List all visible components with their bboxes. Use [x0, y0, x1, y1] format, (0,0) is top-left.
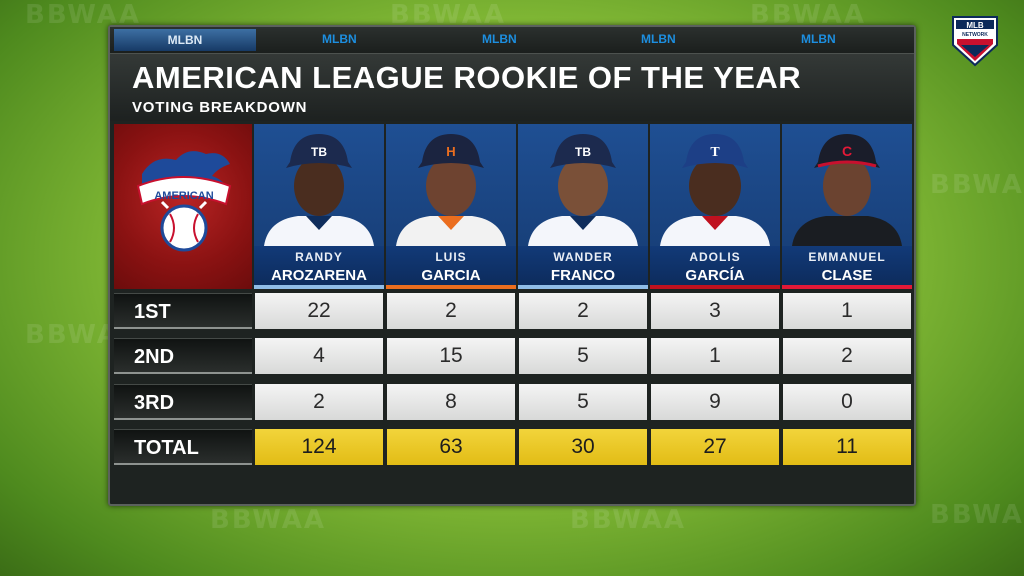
team-color-stripe	[518, 285, 648, 289]
player-column: C EMMANUEL CLASE	[782, 124, 912, 289]
row-label-total: TOTAL	[114, 429, 252, 465]
vote-cell: 15	[387, 338, 515, 374]
player-photo: H	[386, 124, 516, 246]
vote-cell: 22	[255, 293, 383, 329]
cap-logo-icon: TB	[575, 145, 591, 159]
watermark-logo: BBWAA	[570, 505, 686, 535]
vote-cell: 2	[255, 384, 383, 420]
vote-cell: 4	[255, 338, 383, 374]
brand-tab: MLBN	[801, 32, 836, 46]
brand-bar: MLBN MLBN MLBN MLBN MLBN	[110, 27, 914, 53]
player-first-name: ADOLIS	[689, 250, 741, 264]
player-name: WANDER FRANCO	[518, 246, 648, 289]
watermark-logo: BBWAA	[930, 170, 1024, 200]
team-color-stripe	[386, 285, 516, 289]
cap-logo-icon: H	[446, 144, 455, 159]
player-name: LUIS GARCIA	[386, 246, 516, 289]
cap-logo-icon: C	[842, 143, 852, 159]
vote-cell: 2	[387, 293, 515, 329]
player-last-name: GARCIA	[421, 267, 481, 284]
svg-text:MLB: MLB	[966, 21, 984, 30]
title-bar: AMERICAN LEAGUE ROOKIE OF THE YEAR VOTIN…	[110, 53, 914, 121]
american-league-logo: AMERICAN	[114, 124, 252, 289]
total-cell: 27	[651, 429, 779, 465]
vote-cell: 0	[783, 384, 911, 420]
player-last-name: GARCÍA	[685, 267, 745, 284]
vote-cell: 5	[519, 384, 647, 420]
player-photo: TB	[254, 124, 384, 246]
player-photo: T	[650, 124, 780, 246]
vote-cell: 2	[783, 338, 911, 374]
eagle-baseball-icon: AMERICAN	[136, 151, 232, 252]
cap-logo-icon: T	[710, 145, 720, 160]
team-color-stripe	[254, 285, 384, 289]
player-name: RANDY AROZARENA	[254, 246, 384, 289]
watermark-logo: BBWAA	[930, 500, 1024, 530]
mlb-network-logo: MLB NETWORK	[952, 16, 998, 67]
player-photo: C	[782, 124, 912, 246]
vote-cell: 5	[519, 338, 647, 374]
row-label-2nd: 2ND	[114, 338, 252, 374]
player-first-name: EMMANUEL	[808, 250, 886, 264]
team-color-stripe	[650, 285, 780, 289]
cap-logo-icon: TB	[311, 145, 327, 159]
total-cell: 11	[783, 429, 911, 465]
row-label-1st: 1ST	[114, 293, 252, 329]
svg-text:NETWORK: NETWORK	[962, 32, 988, 38]
vote-cell: 1	[783, 293, 911, 329]
player-column: TB RANDY AROZARENA	[254, 124, 384, 289]
vote-cell: 2	[519, 293, 647, 329]
row-label-3rd: 3RD	[114, 384, 252, 420]
player-name: EMMANUEL CLASE	[782, 246, 912, 289]
vote-cell: 1	[651, 338, 779, 374]
player-last-name: FRANCO	[550, 267, 616, 284]
player-last-name: AROZARENA	[271, 267, 367, 284]
page-title: AMERICAN LEAGUE ROOKIE OF THE YEAR	[132, 60, 802, 95]
player-photo: TB	[518, 124, 648, 246]
brand-tab: MLBN	[641, 32, 676, 46]
total-cell: 124	[255, 429, 383, 465]
player-column: H LUIS GARCIA	[386, 124, 516, 289]
vote-cell: 9	[651, 384, 779, 420]
brand-tab: MLBN	[482, 32, 517, 46]
league-logo-text: AMERICAN	[154, 190, 213, 202]
total-cell: 63	[387, 429, 515, 465]
brand-tab: MLBN	[322, 32, 357, 46]
player-first-name: RANDY	[295, 250, 343, 264]
vote-cell: 8	[387, 384, 515, 420]
player-column: T ADOLIS GARCÍA	[650, 124, 780, 289]
player-last-name: CLASE	[821, 267, 873, 284]
team-color-stripe	[782, 285, 912, 289]
player-first-name: WANDER	[553, 250, 613, 264]
player-name: ADOLIS GARCÍA	[650, 246, 780, 289]
player-column: TB WANDER FRANCO	[518, 124, 648, 289]
vote-cell: 3	[651, 293, 779, 329]
total-cell: 30	[519, 429, 647, 465]
player-first-name: LUIS	[435, 250, 467, 264]
page-subtitle: VOTING BREAKDOWN	[132, 99, 308, 116]
voting-breakdown-panel: MLBN MLBN MLBN MLBN MLBN AMERICAN LEAGUE…	[108, 25, 916, 506]
watermark-logo: BBWAA	[210, 505, 326, 535]
brand-tab-active: MLBN	[114, 29, 256, 51]
